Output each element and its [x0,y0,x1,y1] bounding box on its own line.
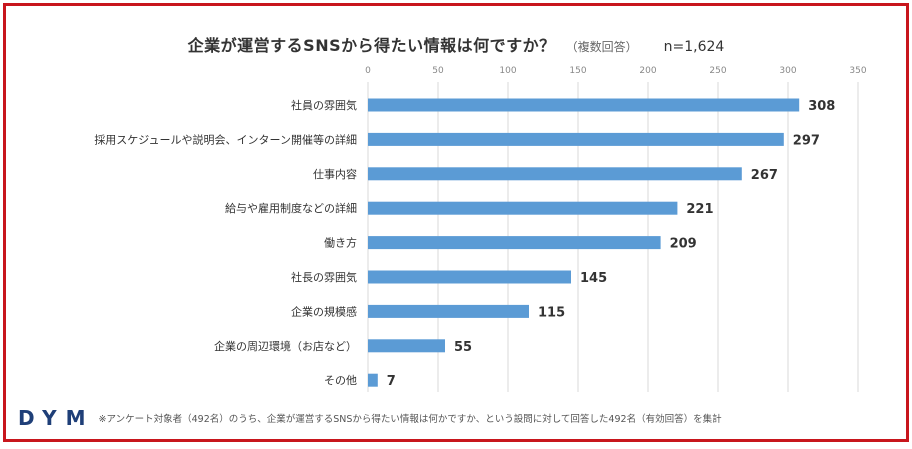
category-label-1: 社員の雰囲気 [291,98,357,112]
value-label-5: 209 [670,237,697,252]
value-label-9: 7 [387,374,396,389]
bar-chart: 0 50 100 150 200 250 300 350 社員の雰囲気 308 採用スケジュールや説… [94,66,867,392]
dym-logo: DYM [18,406,95,430]
chart-frame: 企業が運営するSNSから得たい情報は何ですか？ （複数回答） n=1,624 0 50… [3,3,909,442]
x-tick-label-250: 250 [709,66,726,76]
footer: DYM ※アンケート対象者（492名）のうち、企業が運営するSNSから得たい情報… [18,406,722,430]
bar-9 [368,373,378,387]
bar-3 [368,167,742,181]
value-label-8: 55 [454,340,472,355]
title-subtitle: （複数回答） [565,40,638,54]
x-tick-label-150: 150 [569,66,586,76]
footnote: ※アンケート対象者（492名）のうち、企業が運営するSNSから得たい情報は何かで… [98,414,722,425]
x-tick-label-200: 200 [639,66,656,76]
value-label-1: 308 [808,99,835,114]
category-label-6: 社長の雰囲気 [291,270,357,284]
bar-7 [368,304,529,318]
sample-size-label: n=1,624 [663,39,725,55]
x-tick-label-300: 300 [779,66,796,76]
category-label-5: 働き方 [324,236,357,250]
category-label-7: 企業の規模感 [291,304,357,318]
bar-8 [368,339,445,353]
x-tick-label-50: 50 [432,66,444,76]
bar-6 [368,270,571,284]
category-label-9: その他 [324,374,357,387]
x-tick-label-100: 100 [499,66,516,76]
category-label-4: 給与や雇用制度などの詳細 [225,201,357,215]
category-label-2: 採用スケジュールや説明会、インターン開催等の詳細 [94,132,357,146]
bar-4 [368,201,678,215]
value-label-7: 115 [538,305,565,320]
bar-5 [368,236,661,250]
x-tick-label-350: 350 [849,66,866,76]
category-label-3: 仕事内容 [313,167,357,181]
value-label-6: 145 [580,271,607,286]
x-tick-label-0: 0 [365,66,371,76]
category-label-8: 企業の周辺環境（お店など） [214,339,357,353]
value-label-2: 297 [793,133,820,148]
value-label-4: 221 [686,202,713,217]
title-text: 企業が運営するSNSから得たい情報は何ですか？ [187,36,556,55]
chart-title: 企業が運営するSNSから得たい情報は何ですか？ （複数回答） n=1,624 [6,32,906,56]
bar-1 [368,98,800,112]
bar-2 [368,132,784,146]
value-label-3: 267 [751,168,778,183]
